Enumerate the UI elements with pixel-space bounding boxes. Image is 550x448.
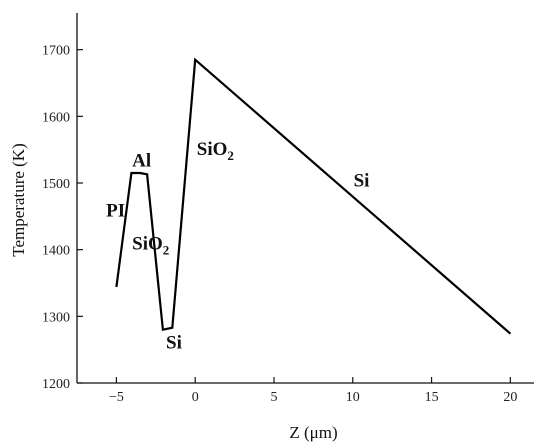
y-tick-label: 1400 — [42, 244, 70, 259]
temperature-series-line — [115, 57, 512, 335]
y-axis-title: Temperature (K) — [9, 143, 28, 257]
x-tick-label: 20 — [503, 390, 517, 405]
annotation-si-left: Si — [166, 332, 182, 353]
x-ticks: −5 0 5 10 15 20 — [109, 377, 517, 405]
x-tick-label: 15 — [425, 390, 439, 405]
annotation-pi: PI — [106, 200, 125, 221]
axes: −5 0 5 10 15 20 1200 1300 1400 1500 1600 1700 — [42, 13, 534, 405]
x-tick-label: 10 — [346, 390, 360, 405]
x-tick-label: 0 — [192, 390, 199, 405]
y-tick-label: 1700 — [42, 44, 70, 59]
y-tick-label: 1500 — [42, 177, 70, 192]
annotation-sio2-left: SiO2 — [132, 234, 169, 258]
x-tick-label: −5 — [109, 390, 124, 405]
annotation-sio2-right: SiO2 — [197, 139, 234, 163]
layer-annotations: PI Al SiO2 Si SiO2 Si — [106, 139, 369, 353]
x-tick-label: 5 — [270, 390, 277, 405]
x-axis-title: Z (μm) — [289, 423, 337, 442]
y-ticks: 1200 1300 1400 1500 1600 1700 — [42, 44, 83, 392]
y-tick-label: 1300 — [42, 310, 70, 325]
y-tick-label: 1200 — [42, 377, 70, 392]
annotation-al: Al — [132, 150, 151, 171]
y-tick-label: 1600 — [42, 110, 70, 125]
annotation-si-right: Si — [354, 170, 370, 191]
